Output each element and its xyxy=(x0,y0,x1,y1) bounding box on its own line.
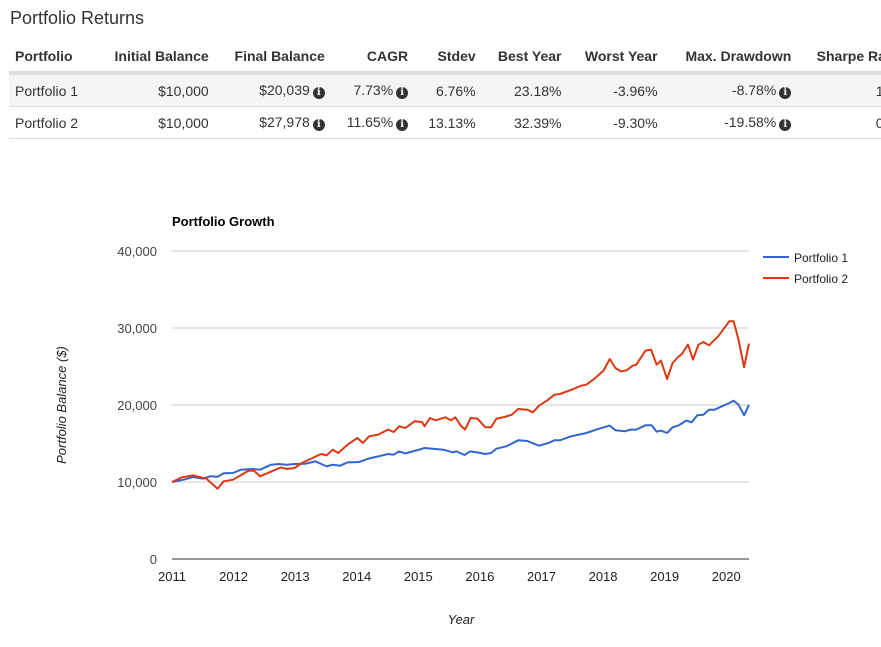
cell-sharpe-ratio: 0.86 xyxy=(797,106,881,139)
col-max-drawdown[interactable]: Max. Drawdown xyxy=(663,40,798,75)
cell-stdev: 6.76% xyxy=(414,73,482,107)
cell-worst-year: -9.30% xyxy=(567,106,664,139)
cell-stdev: 13.13% xyxy=(414,106,482,139)
x-tick-label: 2011 xyxy=(158,569,186,584)
cell-cagr: 7.73% i xyxy=(330,73,415,107)
cell-final-balance: $27,978 i xyxy=(214,106,331,139)
cell-max-drawdown: -8.78% i xyxy=(663,73,798,107)
cell-best-year: 32.39% xyxy=(481,106,568,139)
cell-best-year: 23.18% xyxy=(481,73,568,107)
info-circle-icon[interactable]: i xyxy=(312,119,325,131)
page-title: Portfolio Returns xyxy=(10,8,145,28)
cell-worst-year: -3.96% xyxy=(567,73,664,107)
table-row: Portfolio 2 $10,000 $27,978 i 11.65% i 13.… xyxy=(9,106,881,139)
col-final-balance[interactable]: Final Balance xyxy=(214,40,331,75)
x-tick-label: 2016 xyxy=(465,569,494,584)
col-stdev[interactable]: Stdev xyxy=(414,40,482,75)
series-line-portfolio-2 xyxy=(171,320,750,490)
x-tick-label: 2017 xyxy=(527,569,556,584)
x-tick-label: 2020 xyxy=(712,569,741,584)
y-tick-label: 40,000 xyxy=(117,244,157,259)
returns-table: Portfolio Initial Balance Final Balance … xyxy=(9,40,881,139)
value: 11.65% xyxy=(346,114,394,130)
cell-sharpe-ratio: 1.05 xyxy=(797,73,881,107)
value: 7.73% xyxy=(353,82,394,98)
y-tick-label: 20,000 xyxy=(117,398,157,413)
value: $20,039 xyxy=(259,82,310,98)
col-cagr[interactable]: CAGR xyxy=(330,40,415,75)
table-row: Portfolio 1 $10,000 $20,039 i 7.73% i 6.76… xyxy=(9,73,881,107)
legend-label: Portfolio 1 xyxy=(794,251,848,265)
info-circle-icon[interactable]: i xyxy=(779,119,792,131)
cell-final-balance: $20,039 i xyxy=(214,73,331,107)
info-circle-icon[interactable]: i xyxy=(312,87,325,99)
info-circle-icon[interactable]: i xyxy=(396,87,409,99)
y-tick-label: 0 xyxy=(150,552,157,567)
info-circle-icon[interactable]: i xyxy=(396,119,409,131)
x-tick-label: 2012 xyxy=(219,569,248,584)
info-circle-icon[interactable]: i xyxy=(779,87,792,99)
x-tick-label: 2019 xyxy=(650,569,679,584)
col-portfolio[interactable]: Portfolio xyxy=(9,40,95,75)
chart-title: Portfolio Growth xyxy=(172,214,275,229)
x-tick-label: 2013 xyxy=(281,569,310,584)
col-sharpe-ratio[interactable]: Sharpe Ratio xyxy=(797,40,881,75)
cell-initial-balance: $10,000 xyxy=(94,106,215,139)
x-tick-label: 2014 xyxy=(342,569,371,584)
cell-portfolio: Portfolio 1 xyxy=(9,73,95,107)
value: -19.58% xyxy=(724,114,777,130)
col-best-year[interactable]: Best Year xyxy=(481,40,568,75)
y-tick-label: 30,000 xyxy=(117,321,157,336)
x-tick-label: 2018 xyxy=(589,569,618,584)
col-initial-balance[interactable]: Initial Balance xyxy=(94,40,215,75)
table-header-row: Portfolio Initial Balance Final Balance … xyxy=(9,40,881,75)
cell-portfolio: Portfolio 2 xyxy=(9,106,95,139)
x-axis-title: Year xyxy=(448,612,475,627)
legend-label: Portfolio 2 xyxy=(794,272,848,286)
cell-cagr: 11.65% i xyxy=(330,106,415,139)
cell-max-drawdown: -19.58% i xyxy=(663,106,798,139)
y-tick-label: 10,000 xyxy=(117,475,157,490)
x-tick-label: 2015 xyxy=(404,569,433,584)
value: -8.78% xyxy=(731,82,777,98)
col-worst-year[interactable]: Worst Year xyxy=(567,40,664,75)
cell-initial-balance: $10,000 xyxy=(94,73,215,107)
y-axis-title: Portfolio Balance ($) xyxy=(54,346,69,464)
series-line-portfolio-1 xyxy=(171,399,750,483)
value: $27,978 xyxy=(259,114,310,130)
